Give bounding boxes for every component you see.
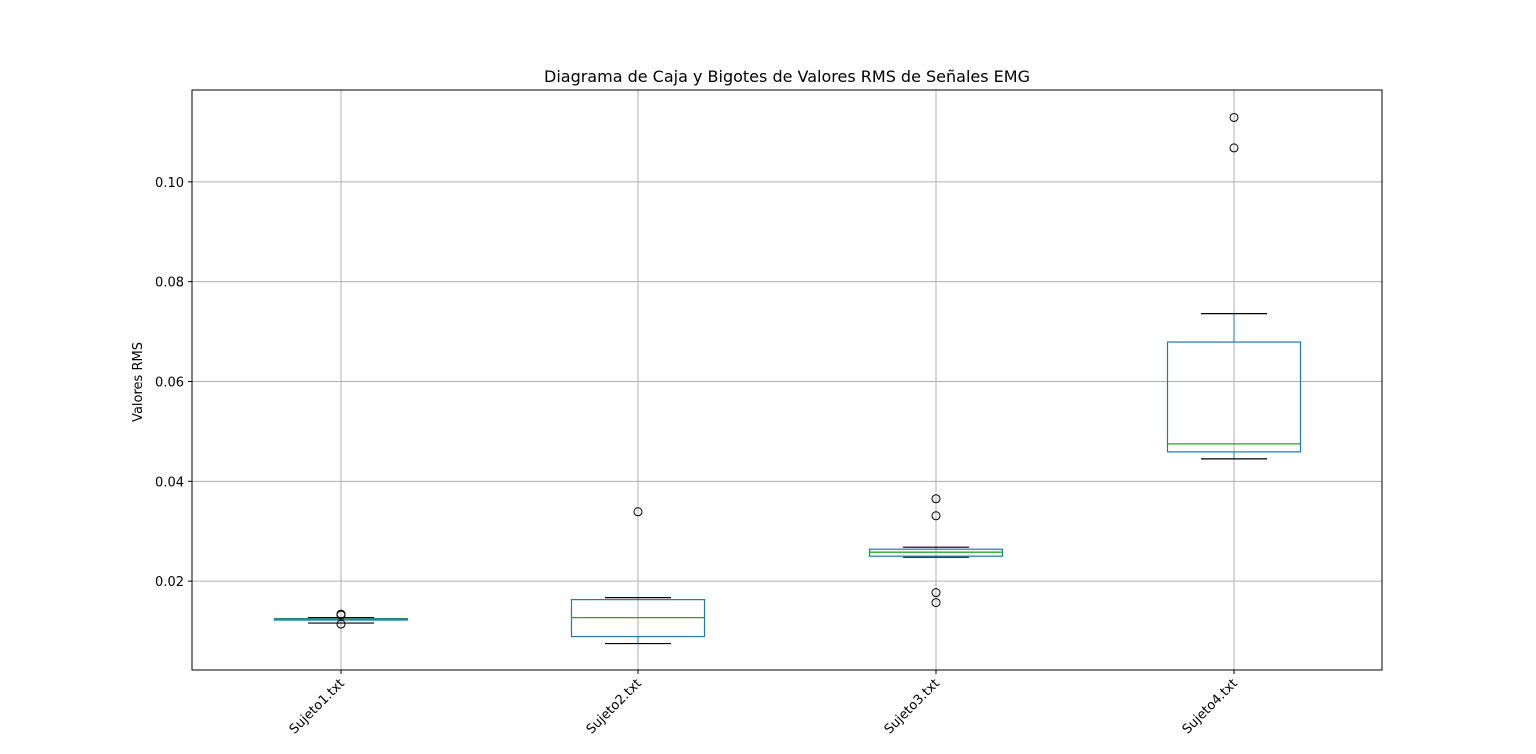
grid-lines bbox=[192, 90, 1382, 670]
outlier-point bbox=[931, 588, 941, 598]
outlier-point bbox=[931, 598, 941, 608]
y-tick-label: 0.10 bbox=[155, 176, 184, 191]
axis-ticks: 0.02 0.04 0.06 0.08 0.10 Sujeto1.txt Sujeto2.t… bbox=[155, 176, 1241, 738]
iqr-box bbox=[1166, 341, 1302, 453]
y-tick-label: 0.06 bbox=[155, 375, 184, 390]
outlier-point bbox=[931, 511, 941, 521]
y-tick-label: 0.08 bbox=[155, 276, 184, 291]
chart-title: Diagrama de Caja y Bigotes de Valores RM… bbox=[544, 67, 1030, 86]
x-tick-label: Sujeto2.txt bbox=[584, 676, 645, 737]
outlier-point bbox=[336, 610, 346, 620]
box-3 bbox=[868, 494, 1004, 608]
box-4 bbox=[1166, 112, 1302, 460]
plot-area-frame bbox=[191, 89, 1383, 671]
x-tick-label: Sujeto1.txt bbox=[287, 676, 348, 737]
x-tick-label: Sujeto4.txt bbox=[1180, 676, 1241, 737]
y-axis-label: Valores RMS bbox=[131, 342, 146, 422]
x-tick-label: Sujeto3.txt bbox=[882, 676, 943, 737]
y-tick-label: 0.02 bbox=[155, 575, 184, 590]
outlier-point bbox=[633, 507, 643, 517]
y-tick-label: 0.04 bbox=[155, 475, 184, 490]
outlier-point bbox=[931, 494, 941, 504]
box-2 bbox=[570, 507, 706, 645]
box-series bbox=[273, 112, 1302, 645]
outlier-point bbox=[1229, 112, 1239, 122]
outlier-point bbox=[336, 619, 346, 629]
outlier-point bbox=[1229, 143, 1239, 153]
box-1 bbox=[273, 609, 409, 629]
